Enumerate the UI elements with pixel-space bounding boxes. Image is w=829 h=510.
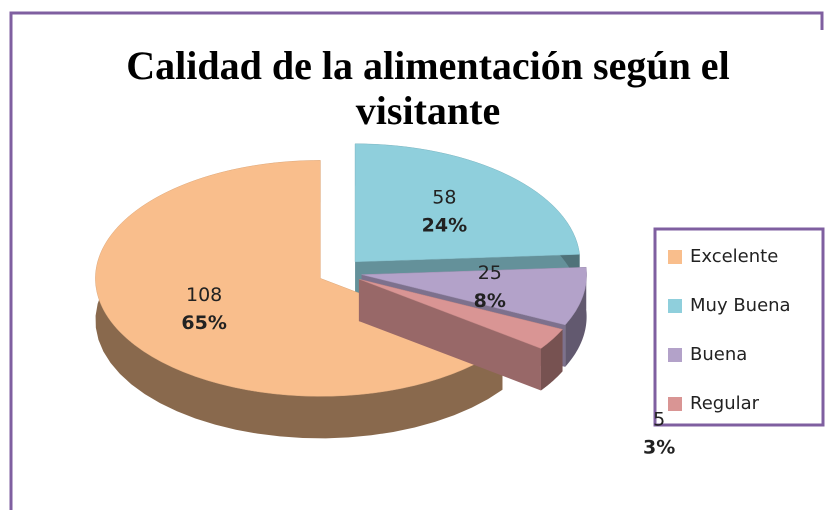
chart-title: Calidad de la alimentación según el visit… [126, 43, 729, 133]
slice-side [95, 160, 503, 439]
percent-label: 24% [422, 214, 467, 236]
legend-box [653, 227, 825, 427]
percent-label: 8% [474, 290, 506, 312]
value-label: 25 [478, 262, 502, 284]
percent-label: 65% [181, 312, 226, 334]
legend-swatch [668, 348, 682, 362]
slice [354, 143, 580, 263]
legend-swatch [668, 250, 682, 264]
slice [358, 278, 563, 349]
value-label: 5 [653, 409, 665, 431]
slice-side [565, 267, 587, 367]
legend-swatch [668, 299, 682, 313]
percent-label: 3% [643, 437, 675, 459]
legend-label: Regular [690, 393, 760, 414]
value-label: 58 [432, 186, 456, 208]
slice [95, 160, 503, 397]
value-label: 108 [186, 284, 222, 306]
slice [361, 266, 587, 326]
legend-label: Buena [690, 344, 747, 365]
legend-label: Muy Buena [690, 295, 791, 316]
frame [9, 11, 824, 510]
slice-edge [358, 279, 541, 391]
legend-swatch [668, 397, 682, 411]
legend-label: Excelente [690, 246, 778, 267]
